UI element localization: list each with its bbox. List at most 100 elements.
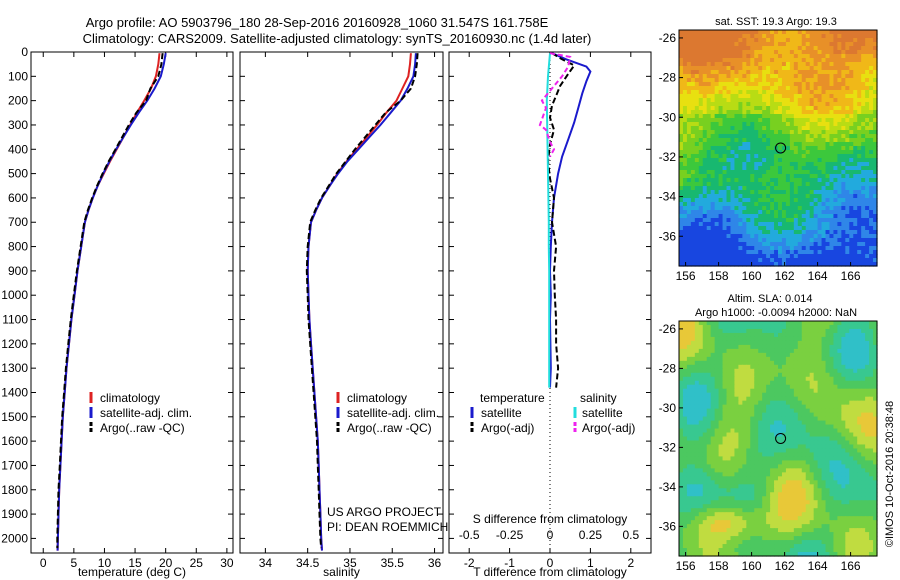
map-cell <box>853 388 858 394</box>
map-cell <box>797 242 803 247</box>
map-cell <box>813 214 819 219</box>
map-cell <box>682 368 688 374</box>
map-cell <box>781 158 787 163</box>
map-cell <box>774 54 779 59</box>
map-cell <box>722 206 728 211</box>
map-cell <box>845 408 850 414</box>
map-cell <box>849 368 854 374</box>
map-cell <box>754 344 759 350</box>
map-cell <box>781 226 787 231</box>
map-cell <box>679 170 684 175</box>
map-cell <box>690 380 696 386</box>
map-cell <box>722 380 728 386</box>
map-cell <box>746 126 751 131</box>
map-cell <box>801 416 807 422</box>
map-cell <box>734 424 739 430</box>
map-cell <box>829 158 835 163</box>
map-cell <box>734 352 739 358</box>
map-cell <box>793 368 799 374</box>
map-cell <box>702 321 708 326</box>
map-cell <box>869 130 874 135</box>
map-cell <box>778 162 783 167</box>
map-cell <box>722 38 728 43</box>
map-cell <box>793 138 799 143</box>
map-cell <box>714 134 720 139</box>
map-cell <box>774 396 779 402</box>
map-cell <box>754 78 759 83</box>
map-cell <box>766 436 771 442</box>
map-cell <box>706 82 712 87</box>
map-cell <box>869 46 874 51</box>
map-cell <box>837 424 842 430</box>
map-cell <box>813 142 819 147</box>
map-cell <box>726 250 732 255</box>
map-cell <box>694 428 700 434</box>
map-cell <box>746 178 751 183</box>
map-cell <box>706 174 712 179</box>
map-cell <box>754 54 759 59</box>
map-cell <box>833 368 838 374</box>
map-cell <box>774 218 779 223</box>
map-cell <box>686 408 692 414</box>
map-cell <box>766 336 771 342</box>
map-cell <box>873 456 878 461</box>
map-cell <box>730 30 736 35</box>
map-cell <box>778 364 783 370</box>
map-cell <box>714 138 720 143</box>
map-cell <box>829 182 835 187</box>
map-cell <box>805 158 811 163</box>
map-cell <box>718 194 724 199</box>
map-cell <box>746 50 751 55</box>
map-cell <box>865 30 870 35</box>
map-cell <box>809 372 815 378</box>
map-cell <box>730 162 736 167</box>
map-cell <box>758 30 763 35</box>
map-cell <box>774 138 779 143</box>
map-cell <box>797 440 803 446</box>
map-cell <box>758 106 763 111</box>
map-cell <box>738 360 743 366</box>
map-cell <box>825 186 831 191</box>
map-cell <box>865 98 870 103</box>
map-cell <box>869 384 874 390</box>
map-cell <box>821 130 827 135</box>
map-cell <box>722 238 728 243</box>
map-cell <box>801 54 807 59</box>
map-cell <box>845 114 850 119</box>
map-cell <box>682 118 688 123</box>
map-cell <box>714 364 720 370</box>
map-cell <box>726 448 732 454</box>
map-cell <box>746 118 751 123</box>
map-cell <box>785 246 791 251</box>
map-cell <box>849 396 854 402</box>
map-cell <box>841 226 846 231</box>
map-cell <box>873 170 878 175</box>
map-cell <box>762 146 767 151</box>
map-cell <box>694 34 700 39</box>
map-cell <box>706 368 712 374</box>
map-cell <box>821 412 827 418</box>
map-cell <box>825 230 831 235</box>
map-cell <box>722 328 728 334</box>
map-cell <box>718 258 724 263</box>
map-cell <box>793 174 799 179</box>
map-cell <box>774 392 779 398</box>
map-cell <box>746 456 751 461</box>
map-cell <box>797 214 803 219</box>
map-cell <box>762 194 767 199</box>
map-cell <box>869 50 874 55</box>
map-cell <box>789 166 795 171</box>
map-cell <box>726 234 732 239</box>
map-cell <box>690 412 696 418</box>
map-cell <box>825 42 831 47</box>
map-cell <box>785 130 791 135</box>
map-cell <box>762 118 767 123</box>
map-cell <box>694 332 700 338</box>
map-cell <box>706 258 712 263</box>
map-cell <box>690 166 696 171</box>
map-cell <box>686 392 692 398</box>
map-cell <box>805 58 811 63</box>
map-cell <box>690 50 696 55</box>
map-cell <box>706 384 712 390</box>
map-cell <box>766 42 771 47</box>
